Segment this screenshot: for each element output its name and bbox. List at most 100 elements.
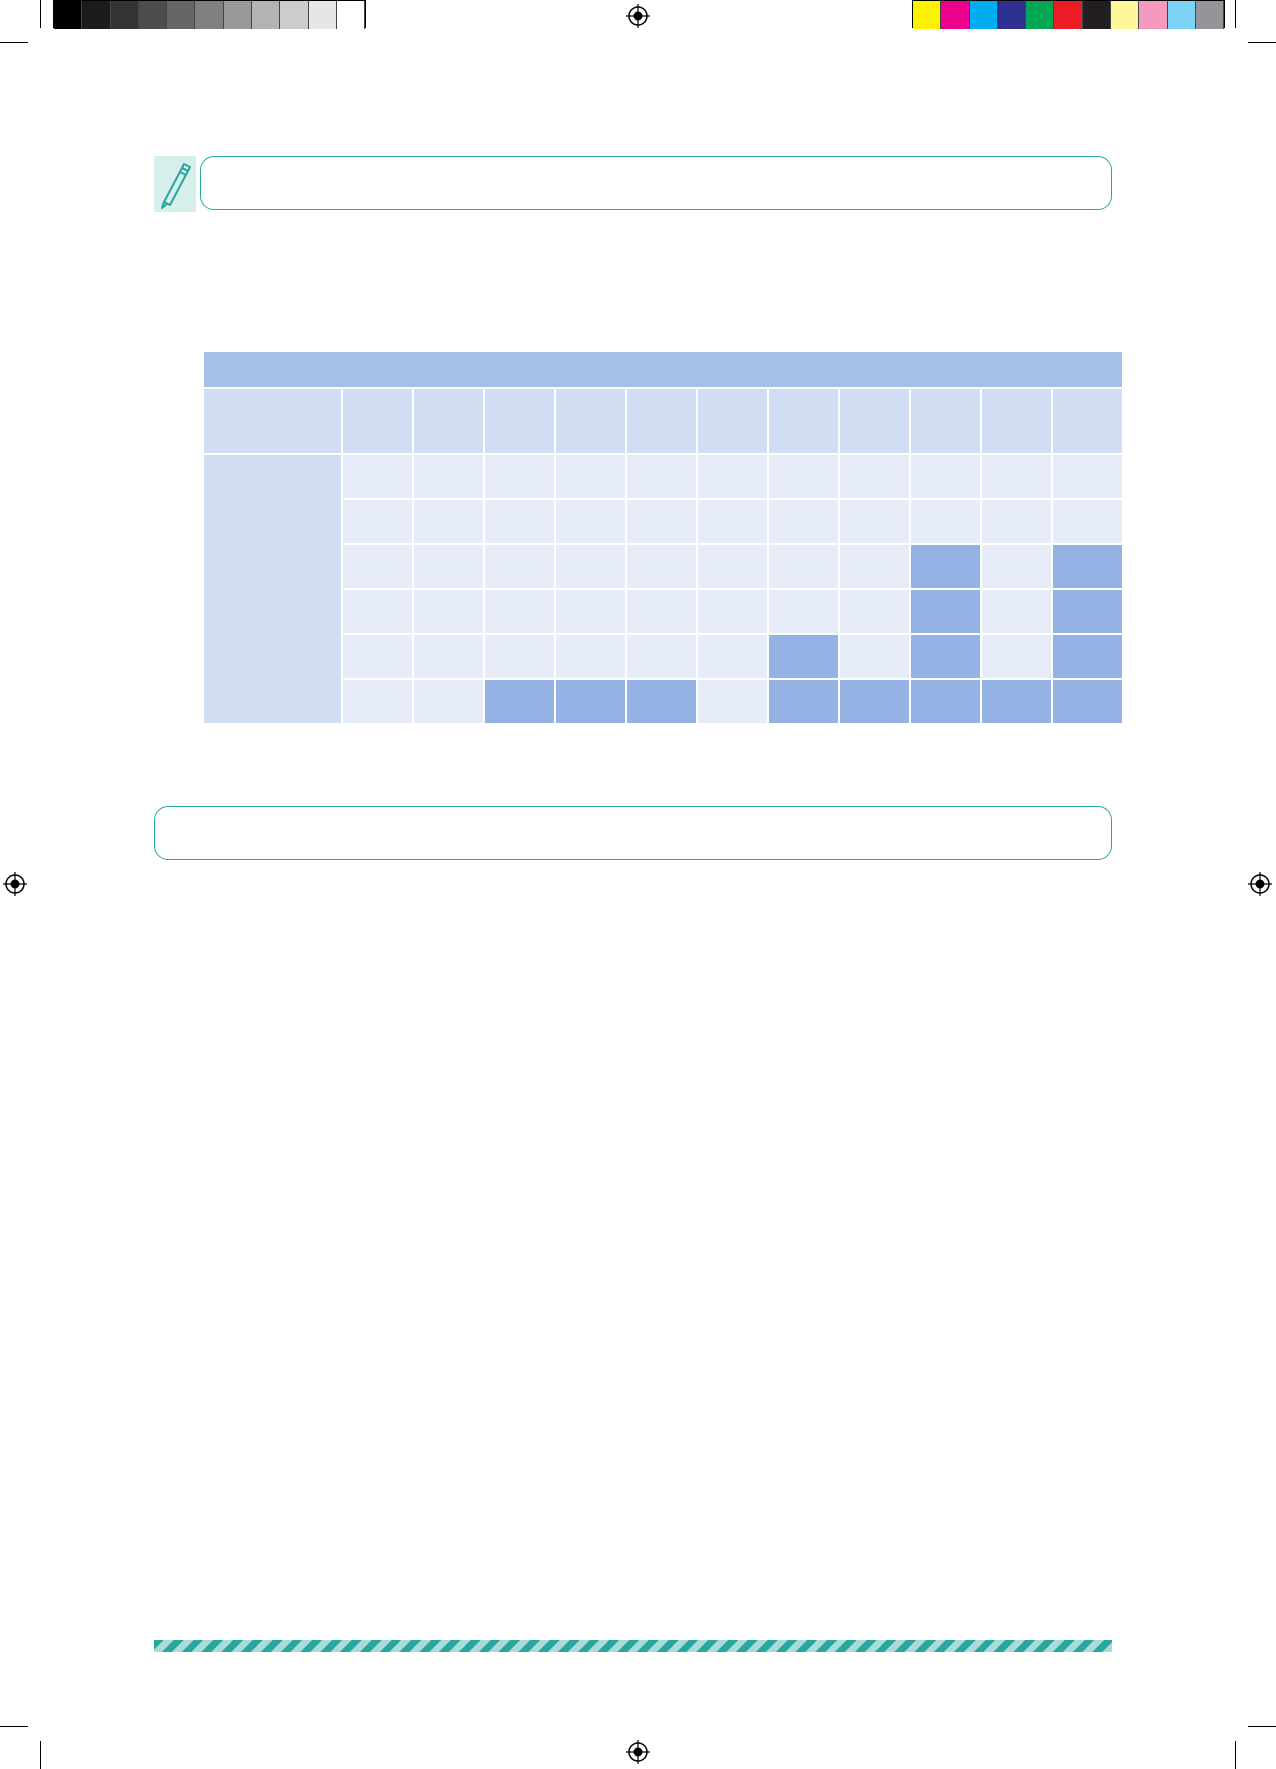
color-swatch <box>336 1 366 29</box>
grid-cell-empty <box>769 590 838 635</box>
grid-cell-empty <box>698 590 767 635</box>
grid-cell-filled <box>1053 590 1122 635</box>
grid-cell-empty <box>556 590 625 635</box>
registration-mark-icon <box>626 1740 650 1764</box>
color-swatch <box>913 1 942 29</box>
color-swatch <box>969 1 998 29</box>
grid-cell-empty <box>556 455 625 500</box>
column-header <box>1053 389 1122 455</box>
grid-cell-empty <box>840 545 909 590</box>
registration-mark-icon <box>1248 872 1272 896</box>
table-row <box>204 545 1122 590</box>
column-header <box>840 389 909 455</box>
grid-cell-empty <box>698 455 767 500</box>
grid-cell-empty <box>1053 455 1122 500</box>
color-swatch <box>280 1 309 29</box>
grayscale-color-bar <box>53 0 367 29</box>
row-group-header <box>204 455 341 725</box>
crop-mark <box>40 1741 41 1769</box>
table-corner-header <box>204 389 341 455</box>
column-header <box>698 389 767 455</box>
grid-cell-filled <box>1053 545 1122 590</box>
grid-cell-empty <box>343 590 412 635</box>
grid-cell-empty <box>627 590 696 635</box>
answer-box <box>154 806 1112 860</box>
color-swatch <box>195 1 224 29</box>
grid-cell-empty <box>485 635 554 680</box>
grid-cell-empty <box>982 455 1051 500</box>
table-row <box>204 680 1122 725</box>
registration-mark-icon <box>3 872 27 896</box>
color-swatch <box>1054 1 1083 29</box>
color-swatch <box>1026 1 1055 29</box>
grid-cell-empty <box>485 500 554 545</box>
grid-cell-empty <box>698 545 767 590</box>
grid-cell-empty <box>982 590 1051 635</box>
grid-cell-empty <box>485 590 554 635</box>
grid-cell-filled <box>911 635 980 680</box>
grid-cell-empty <box>911 500 980 545</box>
column-header <box>556 389 625 455</box>
footer-pattern-band <box>154 1640 1112 1652</box>
grid-cell-filled <box>911 545 980 590</box>
grid-cell-empty <box>698 500 767 545</box>
table-row <box>204 455 1122 725</box>
column-header <box>414 389 483 455</box>
grid-cell-empty <box>911 455 980 500</box>
grid-cell-filled <box>1053 635 1122 680</box>
grid-cell-empty <box>982 545 1051 590</box>
grid-cell-empty <box>698 635 767 680</box>
color-swatch <box>138 1 168 29</box>
crop-mark <box>1235 1741 1236 1769</box>
column-header <box>982 389 1051 455</box>
grid-cell-empty <box>840 635 909 680</box>
process-color-bar <box>912 0 1226 29</box>
column-header <box>911 389 980 455</box>
grid-cell-empty <box>769 500 838 545</box>
grid-cell-empty <box>556 545 625 590</box>
table-row <box>204 500 1122 545</box>
crop-mark <box>0 1726 28 1727</box>
grid-cell-empty <box>1053 500 1122 545</box>
column-header <box>769 389 838 455</box>
grid-cell-empty <box>414 455 483 500</box>
color-swatch <box>308 1 337 29</box>
table-title-bar <box>204 352 1122 389</box>
grid-cell-empty <box>343 455 412 500</box>
grid-cell-filled <box>769 680 838 725</box>
crop-mark <box>40 0 41 28</box>
grid-cell-empty <box>769 455 838 500</box>
color-swatch <box>1167 1 1196 29</box>
grid-cell-empty <box>556 635 625 680</box>
grid-cell-filled <box>911 680 980 725</box>
grid-cell-empty <box>627 455 696 500</box>
grid-cell-empty <box>343 635 412 680</box>
table-row <box>204 635 1122 680</box>
registration-mark-icon <box>626 4 650 28</box>
grid-cell-empty <box>769 545 838 590</box>
grid-cell-empty <box>414 590 483 635</box>
color-swatch <box>1139 1 1168 29</box>
grid-cell-empty <box>343 500 412 545</box>
color-swatch <box>252 1 281 29</box>
grid-cell-empty <box>698 680 767 725</box>
crop-mark <box>1235 0 1236 28</box>
crop-mark <box>1248 42 1276 43</box>
grid-cell-empty <box>840 455 909 500</box>
grid-cell-empty <box>414 545 483 590</box>
grid-cell-empty <box>414 500 483 545</box>
color-swatch <box>941 1 970 29</box>
grid-cell-filled <box>627 680 696 725</box>
note-box <box>200 156 1112 210</box>
grid-cell-empty <box>485 455 554 500</box>
grid-cell-empty <box>485 545 554 590</box>
crop-mark <box>1248 1726 1276 1727</box>
grid-cell-empty <box>840 590 909 635</box>
grid-cell-empty <box>627 545 696 590</box>
color-swatch <box>110 1 139 29</box>
column-header <box>627 389 696 455</box>
grid-cell-filled <box>982 680 1051 725</box>
color-swatch <box>167 1 196 29</box>
grid-cell-filled <box>556 680 625 725</box>
grid-cell-empty <box>627 635 696 680</box>
